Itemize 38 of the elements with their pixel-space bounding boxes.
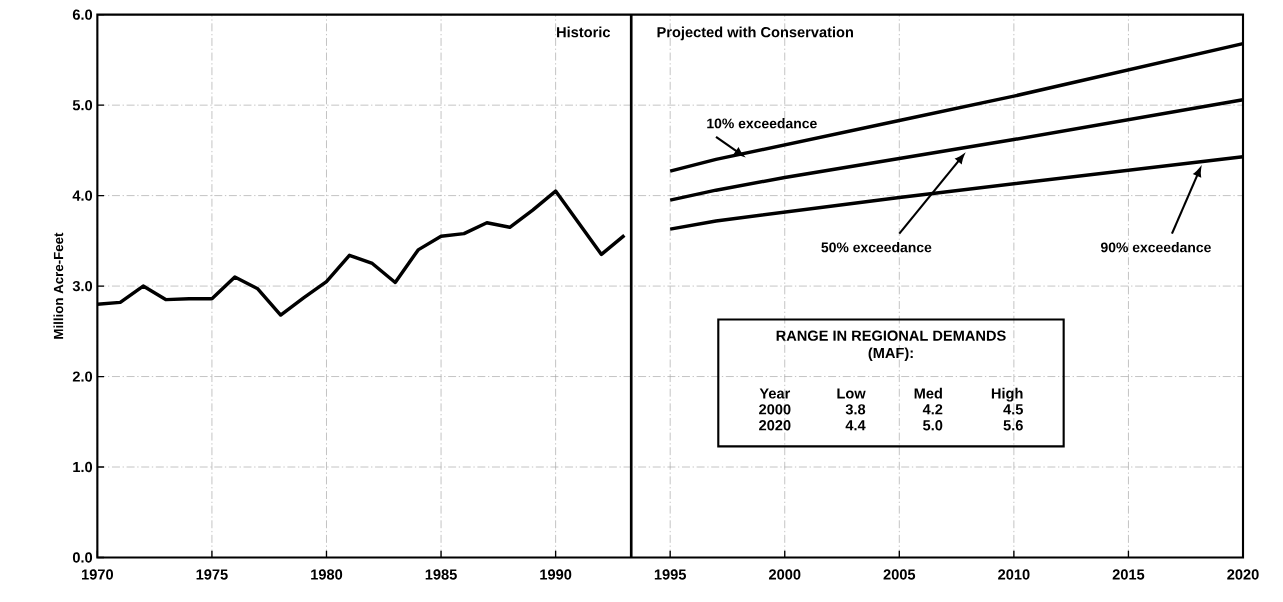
y-tick-label: 0.0 — [72, 552, 93, 563]
x-tick-label: 2005 — [883, 569, 916, 580]
y-tick-label: 1.0 — [73, 461, 93, 473]
text: 50% exceedance — [821, 241, 932, 253]
y-tick-label: 6.0 — [72, 9, 93, 20]
x-tick-label: 1980 — [311, 569, 343, 580]
x-tick-label: 2000 — [768, 569, 801, 580]
annotation: 5.0 — [923, 420, 943, 431]
annotation: Historic — [557, 26, 611, 38]
y-tick-label: 5.0 — [72, 99, 93, 111]
y-tick-label: 2.0 — [72, 371, 93, 382]
y-tick-label: 3.0 — [72, 280, 93, 292]
x-tick-label: 1995 — [654, 569, 687, 580]
annotation: 4.2 — [922, 404, 943, 415]
annotation: 2000 — [759, 404, 791, 415]
x-tick-label: 2020 — [1227, 569, 1259, 580]
annotation: RANGE IN REGIONAL DEMANDS — [776, 330, 1006, 341]
annotation: High — [991, 387, 1023, 402]
annotation: 5.6 — [1003, 420, 1023, 431]
y-tick-label: 4.0 — [72, 190, 93, 201]
annotation: (MAF): — [868, 347, 913, 361]
annotation: Med — [914, 387, 942, 399]
x-tick-label: 1975 — [196, 569, 228, 580]
annotation: 4.4 — [845, 420, 866, 431]
annotation: Low — [837, 388, 866, 399]
x-tick-label: 1985 — [425, 569, 457, 580]
y-axis-title: Million Acre-Feet — [53, 232, 64, 339]
x-tick-label: 2015 — [1112, 569, 1145, 580]
annotation: 2020 — [759, 420, 791, 431]
text: 90% exceedance — [1100, 241, 1211, 253]
series-label: 10% exceedance — [707, 118, 817, 129]
annotation: 3.8 — [845, 404, 866, 415]
annotation: Year — [759, 388, 791, 399]
x-tick-label: 1970 — [82, 569, 113, 580]
annotation: 4.5 — [1003, 404, 1023, 415]
x-tick-label: 1990 — [540, 569, 572, 580]
x-tick-label: 2010 — [998, 569, 1030, 580]
annotation: Projected with Conservation — [657, 26, 853, 41]
